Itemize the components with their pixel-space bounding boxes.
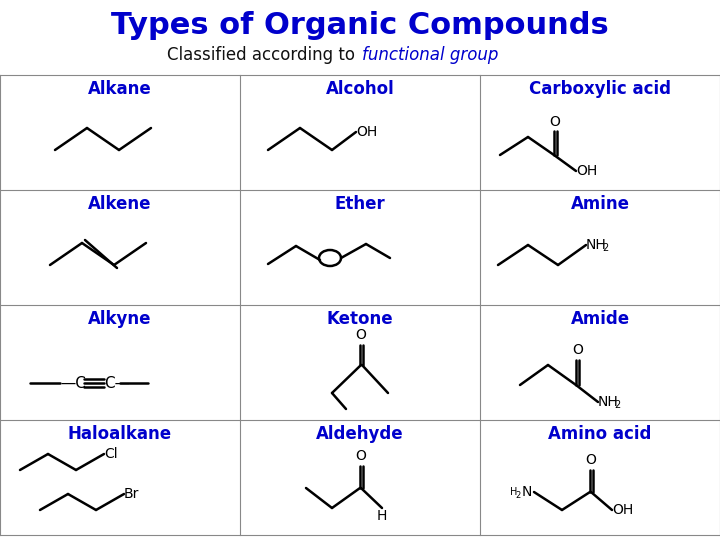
Text: O: O [356,449,366,463]
Text: Amine: Amine [570,195,629,213]
Text: Br: Br [124,487,140,501]
Text: OH: OH [576,164,598,178]
Text: Haloalkane: Haloalkane [68,425,172,443]
Text: Types of Organic Compounds: Types of Organic Compounds [111,10,609,39]
Text: Aldehyde: Aldehyde [316,425,404,443]
Text: Ether: Ether [335,195,385,213]
Text: O: O [572,343,583,357]
Text: H: H [510,487,518,497]
Text: O: O [356,328,366,342]
Text: 2: 2 [614,400,620,410]
Text: Ketone: Ketone [327,310,393,328]
Text: Alcohol: Alcohol [325,80,395,98]
Text: 2: 2 [602,243,608,253]
Text: C—: C— [104,375,130,390]
Text: —C: —C [60,375,86,390]
Text: functional group: functional group [362,46,498,64]
Text: Amino acid: Amino acid [549,425,652,443]
Text: Carboxylic acid: Carboxylic acid [529,80,671,98]
Text: OH: OH [612,503,634,517]
Text: NH: NH [598,395,618,409]
Text: H: H [377,509,387,523]
Text: Alkene: Alkene [89,195,152,213]
Text: Cl: Cl [104,447,117,461]
Text: 2: 2 [515,490,521,500]
Text: Classified according to: Classified according to [167,46,360,64]
Text: Amide: Amide [570,310,629,328]
Text: O: O [549,115,560,129]
Text: N: N [522,485,532,499]
Text: NH: NH [586,238,607,252]
Text: Alkyne: Alkyne [89,310,152,328]
Text: Alkane: Alkane [88,80,152,98]
Text: O: O [585,453,596,467]
Text: OH: OH [356,125,377,139]
